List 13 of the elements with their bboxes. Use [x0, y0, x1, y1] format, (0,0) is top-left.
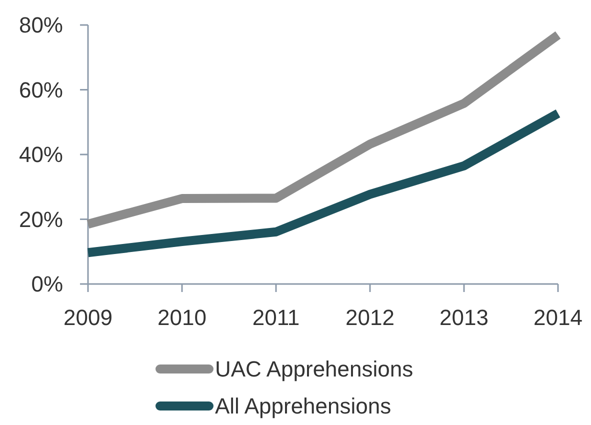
y-tick-label: 20%	[18, 206, 63, 232]
y-tick-label: 0%	[31, 272, 63, 297]
x-tick-label: 2010	[158, 305, 206, 330]
y-tick-label: 40%	[18, 142, 63, 168]
y-tick-label: 80%	[18, 12, 63, 38]
y-tick-label: 60%	[18, 77, 63, 102]
x-tick-label: 2009	[64, 305, 112, 330]
x-tick-label: 2011	[252, 305, 300, 330]
legend-label: All Apprehensions	[215, 394, 392, 419]
x-tick-label: 2013	[440, 305, 488, 330]
legend-label: UAC Apprehensions	[215, 356, 414, 382]
x-tick-label: 2012	[346, 305, 394, 330]
x-tick-label: 2014	[534, 305, 582, 330]
